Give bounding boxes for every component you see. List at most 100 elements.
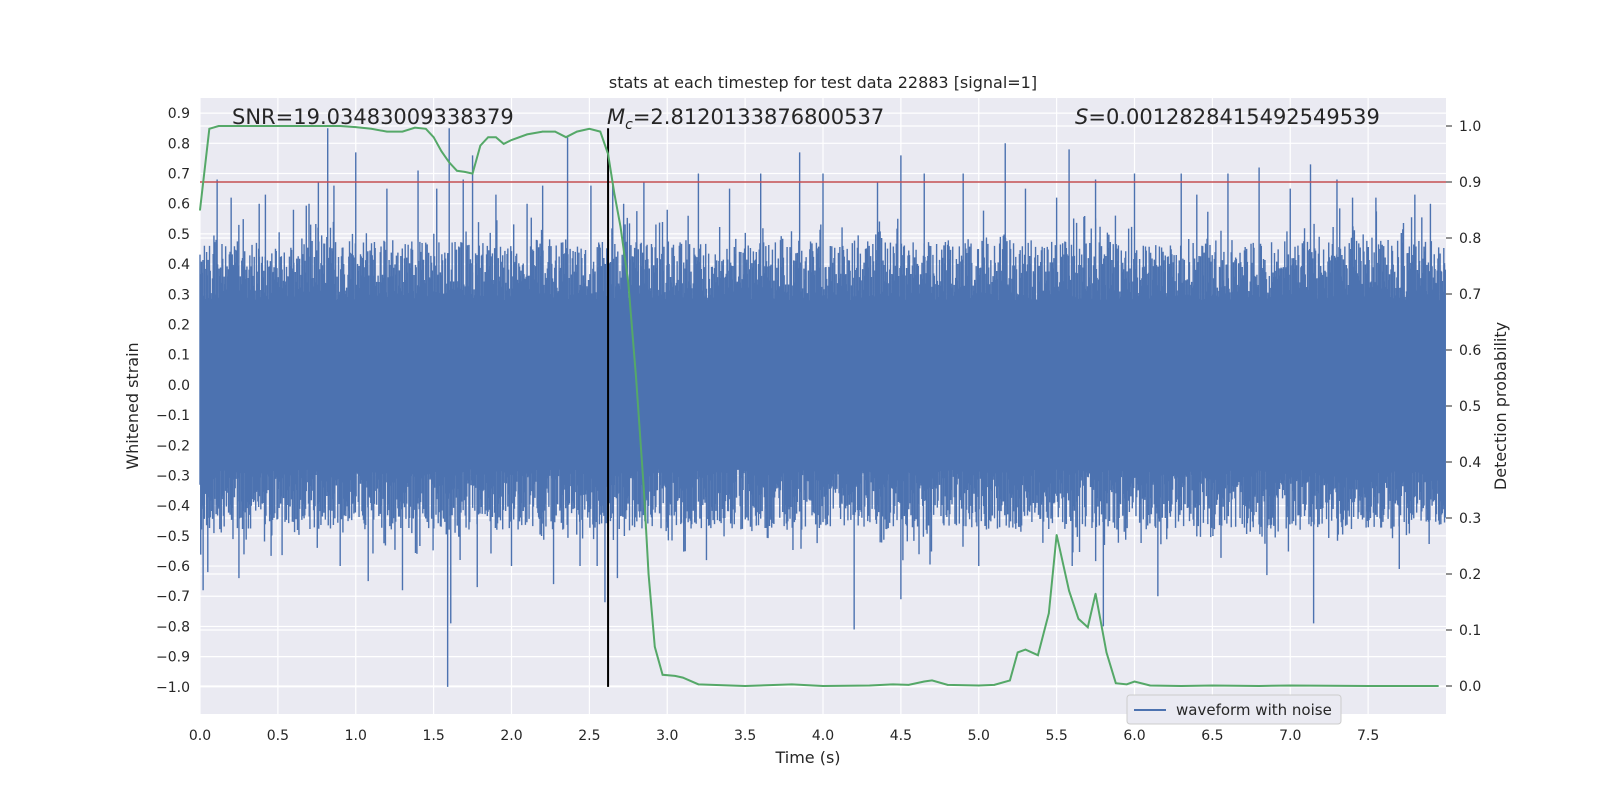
probability-point — [1105, 651, 1108, 654]
x-tick-label: 7.5 — [1357, 728, 1379, 744]
probability-point — [565, 136, 567, 138]
probability-point — [1094, 592, 1097, 595]
probability-point — [697, 683, 700, 686]
probability-point — [791, 683, 793, 686]
probability-point — [245, 125, 248, 127]
x-tick-label: 2.0 — [500, 728, 522, 744]
y-tick-label-right: 0.0 — [1459, 679, 1481, 695]
x-tick-label: 5.5 — [1045, 728, 1067, 744]
probability-point — [1149, 684, 1151, 687]
probability-point — [576, 130, 578, 133]
detection-probability-points — [199, 125, 1440, 687]
legend: waveform with noise — [1126, 694, 1342, 725]
probability-point — [977, 684, 980, 687]
probability-point — [1258, 685, 1260, 687]
x-tick-label: 4.0 — [812, 728, 834, 744]
probability-point — [463, 171, 466, 173]
chirp-mass-subscript: c — [625, 117, 633, 133]
chirp-mass-annotation: Mc=2.8120133876800537 — [607, 105, 884, 133]
probability-point — [682, 676, 684, 679]
probability-point — [1048, 612, 1050, 614]
x-tick-labels: 0.0 0.5 1.0 1.5 2.0 2.5 3.0 3.5 4.0 4.5 5.0 5.5 6.0 6… — [189, 728, 1379, 744]
x-axis-title: Time (s) — [774, 748, 840, 767]
probability-point — [414, 126, 416, 129]
probability-point — [744, 685, 746, 687]
probability-point — [487, 136, 489, 138]
probability-point — [674, 675, 676, 677]
probability-point — [931, 679, 933, 682]
chart-title: stats at each timestep for test data 228… — [609, 73, 1037, 92]
y-tick-label-right: 0.1 — [1459, 623, 1481, 639]
probability-point — [471, 172, 474, 175]
probability-point — [907, 684, 910, 686]
y-tick-label-left: 0.8 — [168, 136, 190, 152]
probability-point — [541, 130, 544, 133]
probability-point — [588, 128, 591, 130]
y-tick-label-left: −0.9 — [156, 650, 190, 666]
probability-point — [1437, 685, 1440, 687]
probability-point — [526, 133, 528, 136]
y-tick-label-right: 0.9 — [1459, 175, 1481, 191]
probability-point — [386, 130, 388, 133]
y-axis-title-left: Whitened strain — [123, 342, 142, 469]
probability-point — [1133, 680, 1136, 683]
probability-point — [432, 136, 435, 138]
y-tick-label-left: −0.7 — [156, 589, 190, 605]
y-axis-title-right: Detection probability — [1491, 322, 1510, 490]
probability-point — [370, 128, 373, 130]
probability-point — [1055, 534, 1058, 536]
probability-point — [425, 128, 427, 130]
probability-point — [308, 125, 310, 127]
probability-point — [1009, 679, 1011, 682]
probability-point — [946, 684, 949, 686]
probability-point — [643, 489, 645, 491]
legend-label: waveform with noise — [1176, 701, 1332, 719]
probability-point — [448, 161, 451, 164]
probability-point — [613, 192, 616, 194]
waveform-series — [199, 128, 1446, 687]
probability-point — [1125, 683, 1128, 686]
y-tick-label-right: 0.8 — [1459, 231, 1481, 247]
s-value: =0.0012828415492549539 — [1088, 105, 1380, 129]
y-tick-labels-right: 1.0 0.9 0.8 0.7 0.6 0.5 0.4 0.3 0.2 0.1 0.0 — [1446, 119, 1481, 695]
y-tick-label-left: −0.3 — [156, 468, 190, 484]
waveform-trace — [199, 128, 1446, 687]
y-tick-label-right: 0.2 — [1459, 567, 1481, 583]
y-tick-label-right: 0.7 — [1459, 287, 1481, 303]
probability-point — [607, 153, 609, 155]
y-tick-label-right: 0.5 — [1459, 399, 1481, 415]
s-symbol: S — [1075, 105, 1088, 129]
x-tick-label: 2.5 — [578, 728, 600, 744]
y-tick-label-left: 0.0 — [168, 378, 190, 394]
x-tick-label: 0.5 — [267, 728, 289, 744]
probability-point — [1180, 685, 1183, 687]
probability-point — [1024, 648, 1027, 651]
probability-point — [892, 683, 894, 686]
probability-point — [1115, 682, 1117, 684]
snr-annotation: SNR=19.03483009338379 — [232, 105, 514, 129]
probability-point — [401, 130, 404, 133]
x-tick-label: 6.0 — [1123, 728, 1145, 744]
probability-point — [354, 126, 357, 128]
legend-box — [1126, 694, 1342, 725]
y-tick-labels-left: 0.9 0.8 0.7 0.6 0.5 0.4 0.3 0.2 0.1 0.0 −0.1 −0.2 −0… — [156, 106, 190, 696]
y-tick-label-right: 0.6 — [1459, 343, 1481, 359]
s-annotation: S=0.0012828415492549539 — [1075, 105, 1380, 129]
probability-point — [923, 680, 926, 683]
y-tick-label-left: 0.5 — [168, 227, 190, 243]
x-tick-label: 5.0 — [968, 728, 990, 744]
chirp-mass-symbol: M — [607, 105, 625, 129]
y-tick-label-left: −0.4 — [156, 499, 190, 515]
probability-point — [495, 136, 497, 138]
x-tick-label: 1.5 — [422, 728, 444, 744]
probability-point — [1367, 685, 1369, 687]
probability-point — [822, 685, 824, 687]
probability-point — [1068, 590, 1070, 592]
probability-point — [1037, 654, 1039, 656]
probability-point — [456, 170, 458, 172]
probability-point — [1086, 626, 1089, 628]
probability-point — [217, 125, 220, 127]
probability-point — [1016, 651, 1019, 654]
probability-point — [502, 143, 505, 145]
